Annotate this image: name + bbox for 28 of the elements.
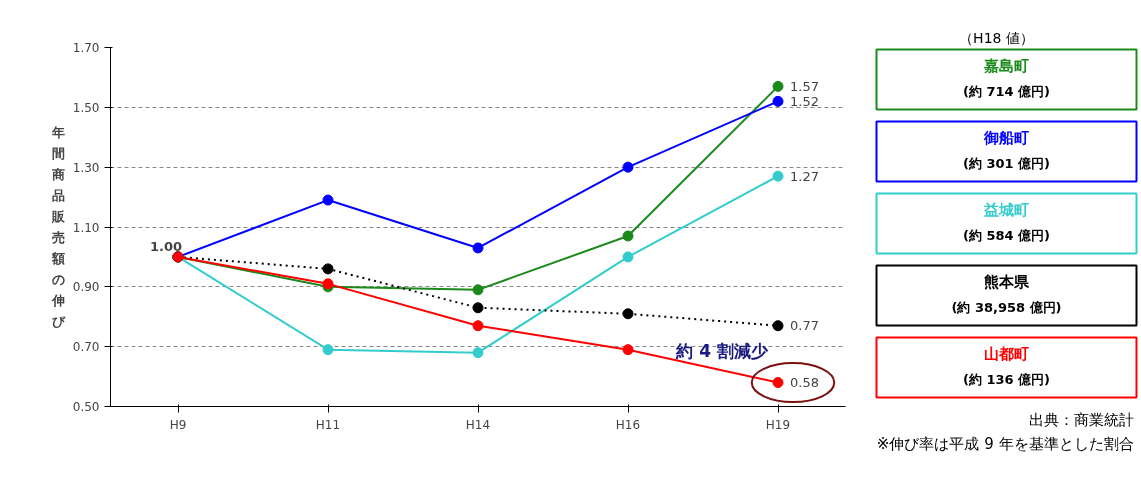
- x-tick-label: H16: [615, 417, 641, 432]
- x-tick-label: H14: [465, 417, 491, 432]
- y-tick-label: 1.30: [72, 160, 100, 175]
- x-tick-label: H11: [315, 417, 341, 432]
- text: 益城町 (約 584 億円): [962, 200, 1051, 243]
- data-label: 0.58: [790, 375, 819, 391]
- data-label: 1.27: [790, 168, 819, 184]
- legend-title: （H18 値）: [959, 29, 1034, 46]
- data-label: 1.52: [790, 93, 819, 109]
- text: 御船町 (約 301 億円): [962, 128, 1051, 171]
- text: 年間商品販売額の伸び: [51, 125, 65, 329]
- text: 熊本県 (約 38,958 億円): [951, 272, 1062, 315]
- y-tick-label: 0.50: [72, 400, 100, 414]
- annotation: 約 4 割減少: [675, 340, 769, 361]
- text: ※伸び率は平成 9 年を基準とした割合: [876, 434, 1134, 453]
- data-label: 1.00: [149, 239, 183, 255]
- source-note: 出典：商業統計: [1028, 410, 1134, 429]
- data-label: 1.57: [790, 78, 819, 94]
- y-tick-label: 1.70: [72, 41, 100, 55]
- data-label: 0.77: [790, 318, 819, 334]
- y-tick-label: 1.50: [72, 100, 100, 115]
- x-tick-label: H9: [169, 417, 187, 432]
- text: 山都町 (約 136 億円): [962, 344, 1051, 387]
- x-tick-label: H19: [765, 417, 791, 432]
- y-tick-label: 1.10: [72, 220, 100, 235]
- y-tick-label: 0.70: [72, 340, 100, 355]
- y-tick-label: 0.90: [72, 280, 100, 295]
- text: 嘉島町 (約 714 億円): [962, 56, 1051, 99]
